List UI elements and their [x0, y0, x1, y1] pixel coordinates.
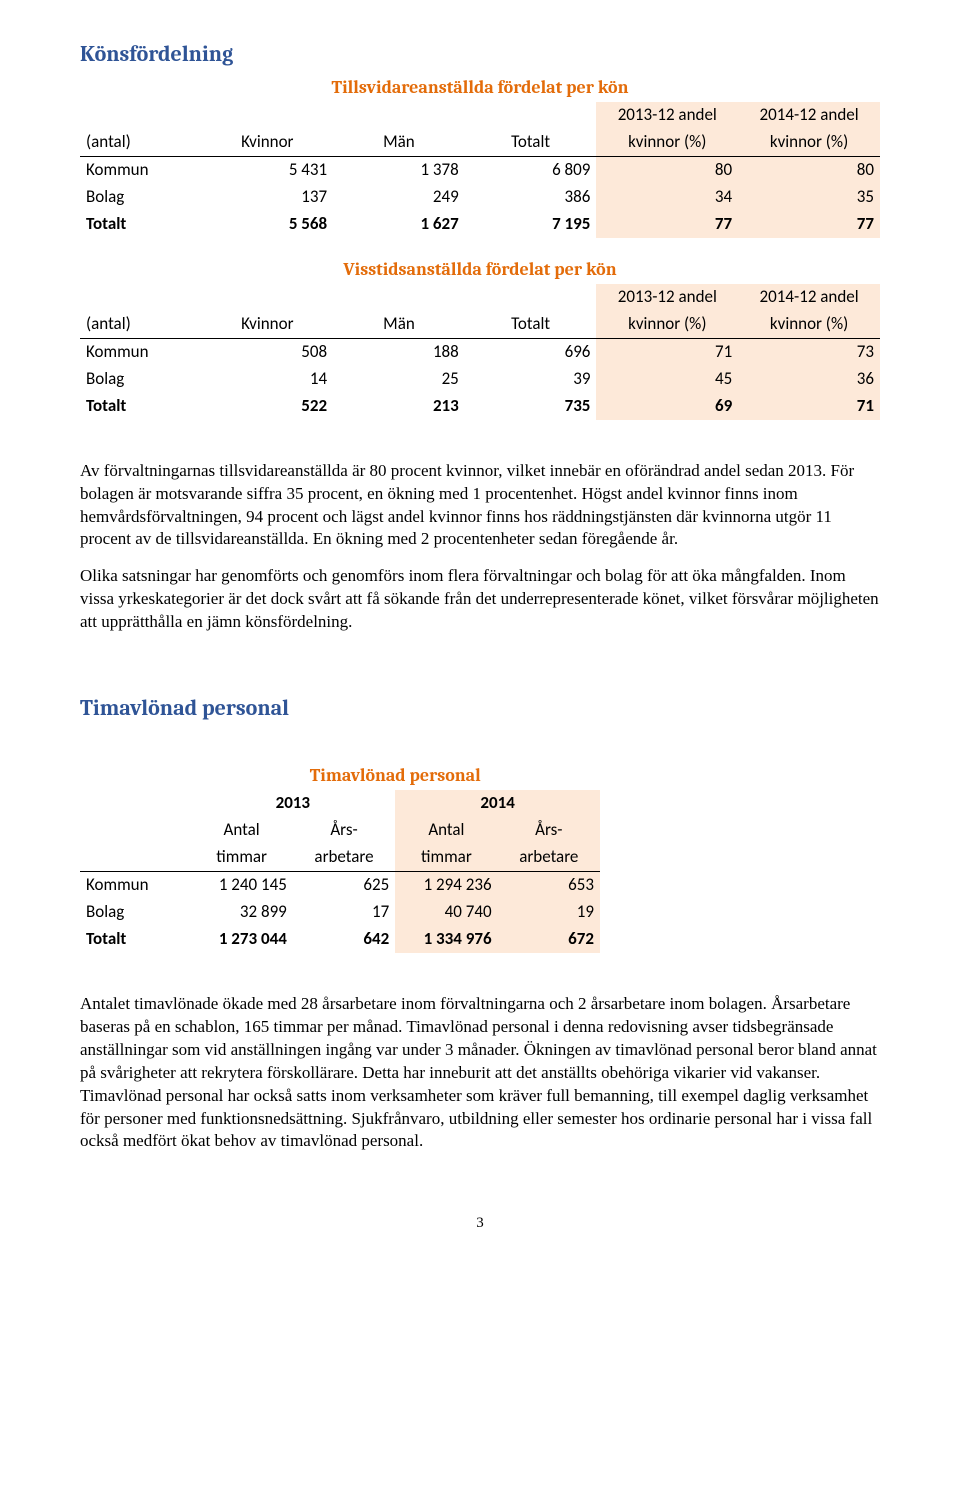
- col-header-man: Män: [333, 284, 465, 338]
- cell: Kommun: [80, 338, 202, 365]
- table-title: Visstidsanställda fördelat per kön: [86, 258, 874, 282]
- cell: 45: [596, 366, 738, 393]
- table-row: Bolag 32 899 17 40 740 19: [80, 899, 600, 926]
- cell: 188: [333, 338, 465, 365]
- cell: 1 378: [333, 156, 465, 183]
- cell: 7 195: [465, 211, 597, 238]
- col-header-ars-top: Års-: [293, 817, 395, 844]
- cell: Bolag: [80, 366, 202, 393]
- table-row: Totalt 522 213 735 69 71: [80, 393, 880, 420]
- cell: 73: [738, 338, 880, 365]
- cell: 213: [333, 393, 465, 420]
- section-title-konsfordelning: Könsfördelning: [80, 40, 880, 70]
- table-row: Kommun 508 188 696 71 73: [80, 338, 880, 365]
- col-header-label: (antal): [80, 102, 202, 156]
- cell: 1 240 145: [190, 872, 292, 899]
- cell: Totalt: [80, 926, 190, 953]
- cell: 735: [465, 393, 597, 420]
- paragraph: Antalet timavlönade ökade med 28 årsarbe…: [80, 993, 880, 1154]
- cell: 36: [738, 366, 880, 393]
- cell: 625: [293, 872, 395, 899]
- col-header-kvinnor: Kvinnor: [202, 102, 334, 156]
- cell: 14: [202, 366, 334, 393]
- cell: 653: [498, 872, 600, 899]
- cell: 71: [596, 338, 738, 365]
- col-header-2014-top: 2014-12 andel: [738, 102, 880, 129]
- col-header-year-2013: 2013: [190, 790, 395, 817]
- col-header-ars-top: Års-: [498, 817, 600, 844]
- cell: 40 740: [395, 899, 497, 926]
- cell: Totalt: [80, 211, 202, 238]
- cell: 522: [202, 393, 334, 420]
- col-header-antal-top: Antal: [190, 817, 292, 844]
- table-row: Totalt 1 273 044 642 1 334 976 672: [80, 926, 600, 953]
- page-number: 3: [80, 1213, 880, 1233]
- cell: 32 899: [190, 899, 292, 926]
- col-header-2013-top: 2013-12 andel: [596, 102, 738, 129]
- cell: 35: [738, 184, 880, 211]
- paragraph: Av förvaltningarnas tillsvidareanställda…: [80, 460, 880, 552]
- cell: Kommun: [80, 872, 190, 899]
- col-header-antal-bot: timmar: [395, 844, 497, 871]
- cell: 1 273 044: [190, 926, 292, 953]
- table-row: Totalt 5 568 1 627 7 195 77 77: [80, 211, 880, 238]
- col-header-totalt: Totalt: [465, 102, 597, 156]
- col-header-2014-bot: kvinnor (%): [738, 311, 880, 338]
- cell: 696: [465, 338, 597, 365]
- col-header-2013-bot: kvinnor (%): [596, 129, 738, 156]
- cell: 249: [333, 184, 465, 211]
- cell: Bolag: [80, 184, 202, 211]
- cell: 672: [498, 926, 600, 953]
- table-row: Kommun 5 431 1 378 6 809 80 80: [80, 156, 880, 183]
- cell: 5 568: [202, 211, 334, 238]
- cell: 1 294 236: [395, 872, 497, 899]
- table-title: Timavlönad personal: [196, 764, 594, 788]
- cell: 69: [596, 393, 738, 420]
- cell: 80: [596, 156, 738, 183]
- cell: 19: [498, 899, 600, 926]
- table-timavlonad: Timavlönad personal 2013 2014 Antal Års-…: [80, 762, 600, 953]
- col-header-2014-top: 2014-12 andel: [738, 284, 880, 311]
- table-row: Kommun 1 240 145 625 1 294 236 653: [80, 872, 600, 899]
- table-visstid: Visstidsanställda fördelat per kön (anta…: [80, 256, 880, 420]
- section-title-timavlonad: Timavlönad personal: [80, 694, 880, 724]
- table-title: Tillsvidareanställda fördelat per kön: [86, 76, 874, 100]
- col-header-year-2014: 2014: [395, 790, 600, 817]
- cell: 77: [738, 211, 880, 238]
- col-header-2014-bot: kvinnor (%): [738, 129, 880, 156]
- col-header-2013-top: 2013-12 andel: [596, 284, 738, 311]
- cell: 80: [738, 156, 880, 183]
- col-header-ars-bot: arbetare: [498, 844, 600, 871]
- cell: 6 809: [465, 156, 597, 183]
- col-header-ars-bot: arbetare: [293, 844, 395, 871]
- col-header-antal-bot: timmar: [190, 844, 292, 871]
- col-header-2013-bot: kvinnor (%): [596, 311, 738, 338]
- cell: 25: [333, 366, 465, 393]
- col-header-antal-top: Antal: [395, 817, 497, 844]
- col-header-man: Män: [333, 102, 465, 156]
- cell: 386: [465, 184, 597, 211]
- table-row: Bolag 137 249 386 34 35: [80, 184, 880, 211]
- col-header-label: (antal): [80, 284, 202, 338]
- cell: Bolag: [80, 899, 190, 926]
- cell: 1 627: [333, 211, 465, 238]
- table-row: Bolag 14 25 39 45 36: [80, 366, 880, 393]
- table-tillsvidare: Tillsvidareanställda fördelat per kön (a…: [80, 74, 880, 238]
- cell: 137: [202, 184, 334, 211]
- col-header-totalt: Totalt: [465, 284, 597, 338]
- col-header-kvinnor: Kvinnor: [202, 284, 334, 338]
- paragraph: Olika satsningar har genomförts och geno…: [80, 565, 880, 634]
- cell: 39: [465, 366, 597, 393]
- cell: 5 431: [202, 156, 334, 183]
- cell: 642: [293, 926, 395, 953]
- cell: 77: [596, 211, 738, 238]
- cell: 508: [202, 338, 334, 365]
- cell: Totalt: [80, 393, 202, 420]
- cell: 1 334 976: [395, 926, 497, 953]
- cell: 71: [738, 393, 880, 420]
- cell: 17: [293, 899, 395, 926]
- cell: Kommun: [80, 156, 202, 183]
- cell: 34: [596, 184, 738, 211]
